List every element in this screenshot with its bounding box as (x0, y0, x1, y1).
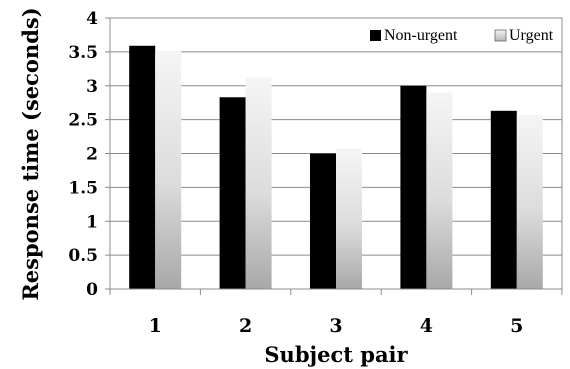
bar-non-urgent-1 (129, 45, 156, 290)
y-tick-label: 3 (86, 77, 98, 97)
bar-urgent-4 (426, 92, 453, 290)
y-tick-label: 2 (86, 145, 98, 165)
bar-urgent-3 (336, 148, 362, 289)
y-tick-label: 2.5 (68, 111, 98, 131)
y-axis-title: Response time (seconds) (18, 7, 43, 300)
gridlines (110, 51, 562, 256)
axes (105, 17, 563, 295)
x-tick-label: 4 (420, 315, 433, 337)
bar-non-urgent-2 (219, 97, 246, 289)
y-tick-label: 0.5 (68, 246, 98, 266)
x-tick-label: 1 (149, 315, 162, 337)
x-tick-label: 5 (510, 315, 523, 337)
bars (129, 45, 543, 290)
bar-non-urgent-4 (400, 85, 427, 289)
legend-swatch-non-urgent (370, 30, 381, 41)
bar-non-urgent-3 (310, 153, 336, 289)
y-tick-label: 3.5 (68, 43, 98, 63)
legend-label-urgent: Urgent (509, 27, 554, 44)
y-tick-label: 0 (86, 280, 98, 300)
legend-swatch-urgent (494, 29, 507, 42)
bar-urgent-1 (155, 51, 182, 290)
legend: Non-urgent Urgent (370, 27, 554, 44)
bar-urgent-2 (245, 77, 272, 290)
y-tick-label: 4 (86, 9, 98, 29)
x-axis-title: Subject pair (264, 342, 408, 367)
bar-urgent-5 (516, 114, 543, 289)
y-tick-label: 1.5 (68, 178, 98, 198)
x-tick-label: 2 (239, 315, 252, 337)
legend-label-non-urgent: Non-urgent (384, 27, 458, 44)
y-tick-labels: 0 0.5 1 1.5 2 2.5 3 3.5 4 (68, 9, 98, 300)
y-tick-label: 1 (86, 212, 98, 232)
x-tick-label: 3 (329, 315, 342, 337)
x-tick-labels: 1 2 3 4 5 (149, 315, 524, 337)
bar-non-urgent-5 (490, 110, 517, 289)
